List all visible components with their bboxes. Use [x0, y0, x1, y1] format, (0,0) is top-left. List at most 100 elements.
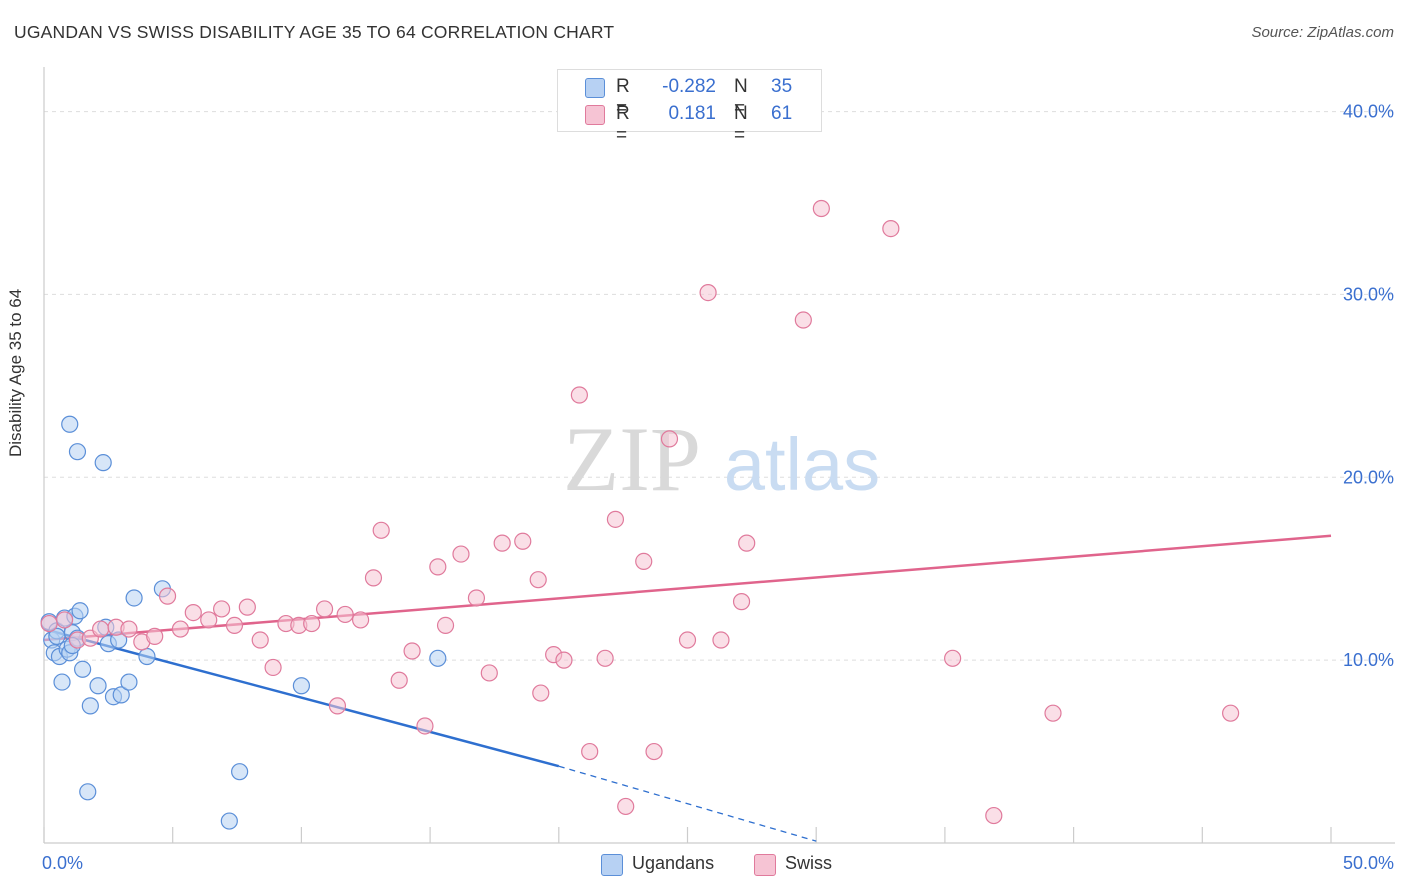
point-swiss — [738, 534, 756, 552]
legend-n-label: N = — [734, 103, 748, 146]
point-swiss — [40, 614, 58, 633]
point-ugandans — [74, 660, 92, 678]
point-swiss — [532, 684, 550, 702]
point-swiss — [200, 611, 218, 629]
stats-legend: R = -0.282 N = 35 R = 0.181 N = 61 — [557, 69, 822, 146]
point-swiss — [264, 658, 282, 677]
point-swiss — [120, 620, 138, 638]
legend-swatch-ugandans — [585, 78, 605, 98]
point-swiss — [158, 587, 177, 605]
point-swiss — [92, 620, 110, 638]
series-legend: Ugandans Swiss — [0, 852, 1406, 878]
chart-title: UGANDAN VS SWISS DISABILITY AGE 35 TO 64… — [14, 22, 615, 42]
legend-n-value: 61 — [771, 103, 793, 124]
point-ugandans — [48, 627, 66, 645]
point-swiss — [225, 616, 244, 635]
x-tick-label: 0.0% — [42, 853, 83, 873]
point-swiss — [480, 664, 498, 682]
trend-line-ugandans — [43, 627, 560, 768]
trend-extension-ugandans — [558, 765, 817, 842]
point-ugandans — [120, 673, 138, 691]
point-swiss — [570, 386, 588, 404]
point-swiss — [1044, 704, 1062, 722]
point-swiss — [238, 598, 256, 616]
point-swiss — [184, 603, 202, 622]
point-ugandans — [94, 454, 112, 472]
tick-labels: 10.0% 20.0% 30.0% 40.0% 0.0% 50.0% — [42, 102, 1394, 873]
point-ugandans — [81, 697, 99, 715]
point-swiss — [251, 631, 269, 649]
point-swiss — [712, 631, 730, 649]
point-swiss — [315, 600, 334, 618]
gridlines — [44, 111, 1395, 661]
point-ugandans — [71, 602, 89, 620]
watermark-atlas: atlas — [724, 423, 880, 506]
point-swiss — [645, 742, 663, 761]
point-swiss — [436, 616, 455, 635]
legend-swatch-swiss — [754, 854, 776, 876]
point-swiss — [1222, 704, 1240, 722]
point-swiss — [985, 806, 1003, 825]
point-swiss — [364, 569, 383, 587]
y-tick-label: 40.0% — [1343, 102, 1394, 122]
y-tick-label: 20.0% — [1343, 467, 1394, 487]
point-swiss — [328, 697, 347, 715]
point-ugandans — [61, 415, 79, 433]
point-swiss — [944, 649, 962, 667]
point-ugandans — [125, 589, 143, 607]
legend-n-value: 35 — [771, 76, 793, 97]
point-ugandans — [429, 649, 447, 667]
legend-r-label: R = — [616, 103, 630, 146]
point-swiss — [352, 611, 370, 629]
point-swiss — [336, 605, 354, 624]
point-swiss — [606, 510, 625, 528]
legend-label-ugandans: Ugandans — [632, 853, 715, 873]
point-swiss — [416, 717, 434, 735]
watermark: ZIP atlas — [563, 408, 880, 510]
point-ugandans — [292, 677, 310, 695]
point-swiss — [529, 571, 547, 589]
legend-r-value: -0.282 — [662, 76, 716, 97]
point-swiss — [635, 552, 653, 571]
trend-lines — [43, 534, 1332, 842]
axes — [43, 67, 1395, 844]
point-swiss — [146, 627, 164, 645]
point-swiss — [493, 534, 511, 552]
point-ugandans — [220, 812, 238, 830]
legend-swatch-swiss — [585, 105, 605, 125]
legend-label-swiss: Swiss — [785, 853, 833, 873]
source-credit: Source: ZipAtlas.com — [1251, 24, 1394, 41]
trend-line-swiss — [43, 534, 1332, 642]
point-swiss — [732, 593, 751, 611]
legend-swatch-ugandans — [601, 854, 623, 876]
point-swiss — [794, 311, 812, 329]
point-ugandans — [138, 647, 156, 666]
point-swiss — [581, 742, 599, 761]
legend-r-value: 0.181 — [668, 103, 716, 124]
point-swiss — [678, 631, 697, 649]
point-swiss — [403, 642, 421, 660]
point-ugandans — [53, 673, 71, 691]
point-swiss — [171, 620, 190, 638]
point-ugandans — [89, 677, 107, 695]
point-swiss — [55, 611, 74, 629]
y-tick-label: 10.0% — [1343, 650, 1394, 670]
point-swiss — [452, 545, 470, 563]
x-tick-label: 50.0% — [1343, 853, 1394, 873]
y-tick-label: 30.0% — [1343, 284, 1394, 304]
point-ugandans — [79, 783, 97, 801]
point-swiss — [617, 797, 635, 816]
point-swiss — [812, 199, 830, 218]
point-ugandans — [112, 686, 130, 704]
point-swiss — [660, 430, 679, 448]
point-swiss — [390, 671, 408, 689]
watermark-zip: ZIP — [563, 408, 701, 510]
legend-n-label: N = — [734, 76, 748, 119]
point-swiss — [213, 600, 231, 618]
point-ugandans — [231, 763, 249, 781]
point-swiss — [555, 651, 573, 669]
point-swiss — [467, 589, 486, 607]
point-swiss — [699, 284, 717, 302]
point-ugandans — [68, 443, 87, 461]
point-swiss — [514, 532, 532, 550]
